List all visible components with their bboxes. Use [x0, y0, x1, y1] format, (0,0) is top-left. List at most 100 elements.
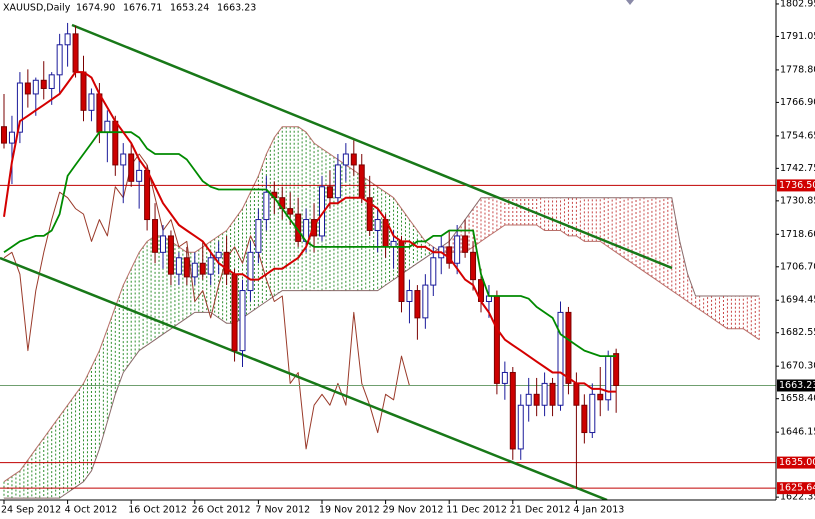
candle-body [374, 219, 381, 231]
y-tick-label: 1742.75 [780, 163, 815, 174]
y-tick-label: 1778.80 [780, 64, 815, 75]
candle-body [462, 235, 469, 253]
ohlc-value: 1674.90 [76, 3, 115, 14]
level-tag [777, 456, 815, 469]
candle-body [589, 393, 596, 434]
candle-body [326, 186, 333, 199]
candle-body [96, 93, 103, 133]
level-tag [777, 482, 815, 495]
candle-body [112, 120, 119, 166]
candle-body [501, 371, 508, 384]
axes [0, 0, 779, 504]
candle-body [358, 164, 365, 199]
y-tick-label: 1706.70 [780, 261, 815, 272]
candle-body [239, 290, 246, 352]
ohlc-value: 1676.71 [123, 3, 162, 14]
ohlc-value: 1663.23 [217, 3, 256, 14]
y-tick-label: 1670.30 [780, 361, 815, 372]
candle-body [136, 169, 143, 182]
candle-body [199, 262, 206, 275]
candle-body [287, 208, 294, 215]
y-tick-label: 1622.35 [780, 492, 815, 503]
level-label: 1663.23 [779, 380, 815, 391]
candle-body [533, 393, 540, 406]
senkou-span-a [3, 126, 760, 483]
level-tag [777, 379, 815, 392]
candle-body [48, 74, 55, 89]
candle-body [247, 251, 254, 292]
x-tick-label: 7 Nov 2012 [255, 505, 310, 516]
candle-body [64, 33, 71, 46]
candle-body [160, 235, 166, 253]
candle-body [557, 311, 564, 406]
candle-body [152, 219, 159, 253]
y-tick-label: 1791.05 [780, 31, 815, 42]
candle-body [565, 311, 572, 384]
y-tick-label: 1694.45 [780, 295, 815, 306]
candle-body [8, 131, 15, 144]
candle-body [430, 257, 437, 286]
candle-body [334, 164, 341, 199]
y-tick-label: 1802.95 [780, 0, 815, 9]
candle-body [398, 240, 405, 302]
candle-body [56, 44, 63, 76]
candle-body [454, 235, 461, 264]
candle-body [88, 93, 95, 111]
candle-body [191, 262, 198, 278]
candle-body [509, 371, 516, 450]
x-tick-label: 4 Oct 2012 [65, 505, 118, 516]
candle-body [342, 153, 349, 166]
candle-body [493, 295, 500, 384]
candle-body [183, 257, 190, 278]
ohlc-value: 1653.24 [170, 3, 209, 14]
level-label: 1625.64 [779, 483, 815, 494]
trendlines [0, 23, 673, 500]
x-tick-label: 24 Sep 2012 [1, 505, 61, 516]
candle-body [215, 251, 222, 259]
candle-body [255, 219, 262, 253]
candle-body [80, 71, 87, 111]
symbol-label: XAUUSD,Daily [3, 3, 71, 14]
level-label: 1635.00 [779, 457, 815, 468]
candle-body [16, 82, 23, 133]
x-tick-label: 29 Nov 2012 [383, 505, 444, 516]
candle-body [128, 153, 135, 182]
y-tick-label: 1718.60 [780, 229, 815, 240]
candle-body [207, 257, 214, 275]
candle-body [605, 355, 612, 401]
candle-body [32, 79, 39, 95]
level-label: 1736.50 [779, 180, 815, 191]
candle-body [175, 257, 182, 275]
candle-body [350, 153, 357, 166]
price-layer [1, 22, 620, 489]
candle-body [525, 393, 532, 406]
candle-body [167, 235, 174, 275]
candle-body [40, 79, 47, 89]
level-tag [777, 179, 815, 192]
candle-body [24, 82, 31, 95]
candle-body [366, 197, 373, 231]
x-tick-label: 21 Dec 2012 [510, 505, 571, 516]
candle-body [470, 251, 477, 281]
candle-body [231, 273, 238, 352]
shift-marker [626, 0, 634, 5]
candle-body [517, 404, 524, 450]
y-tick-label: 1766.90 [780, 97, 815, 108]
y-tick-label: 1730.85 [780, 195, 815, 206]
tenkan-sen [3, 71, 617, 393]
candle-body [573, 382, 580, 406]
y-tick-label: 1754.65 [780, 130, 815, 141]
candle-body [223, 251, 230, 275]
candle-body [263, 191, 270, 221]
candle-body [613, 353, 620, 386]
x-tick-label: 26 Oct 2012 [192, 505, 251, 516]
y-tick-label: 1658.40 [780, 393, 815, 404]
candle-body [406, 290, 413, 302]
candle-body [144, 169, 151, 221]
y-tick-label: 1646.15 [780, 427, 815, 438]
candle-body [541, 382, 548, 406]
kijun-sen [3, 131, 617, 358]
